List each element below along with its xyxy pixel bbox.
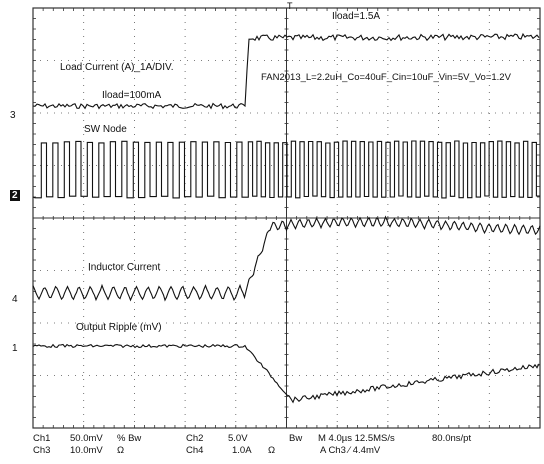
ch3-level-marker: 3 — [10, 110, 16, 121]
inductor-current-label: Inductor Current — [88, 262, 161, 273]
ch1-coupling: % Bw — [117, 433, 142, 444]
ch4-name: Ch4 — [186, 445, 204, 456]
trigger-position-marker: T — [287, 1, 293, 11]
record-resolution: 80.0ns/pt — [432, 433, 472, 444]
ch2-level-marker: 2 — [10, 190, 20, 201]
output-ripple-label: Output Ripple (mV) — [76, 322, 162, 333]
inductor-current-trace — [32, 215, 541, 302]
ch1-scale: 50.0mV — [70, 433, 103, 444]
load-current-trace — [32, 32, 540, 110]
graticule — [32, 7, 541, 429]
iload-low-label: Iload=100mA — [102, 90, 162, 101]
output-ripple-trace — [32, 343, 540, 404]
test-conditions-label: FAN2013_L=2.2uH_Co=40uF_Cin=10uF_Vin=5V_… — [261, 72, 511, 83]
iload-high-label: Iload=1.5A — [332, 11, 381, 22]
sw-node-trace — [32, 140, 540, 199]
ch3-name: Ch3 — [33, 445, 51, 456]
sw-node-label: SW Node — [84, 124, 127, 135]
ch1-level-marker: 1 — [12, 343, 18, 354]
trigger-readout: A Ch3 ∕ 4.4mV — [320, 445, 381, 456]
bandwidth-limit: Bw — [289, 433, 303, 444]
ch3-impedance: Ω — [117, 445, 125, 456]
ch4-level-marker: 4 — [12, 294, 18, 305]
ch4-scale: 1.0A — [232, 445, 252, 456]
ch2-scale: 5.0V — [228, 433, 248, 444]
ch4-impedance: Ω — [268, 445, 276, 456]
traces — [32, 32, 541, 404]
load-current-label: Load Current (A)_1A/DIV. — [60, 62, 174, 73]
ch2-name: Ch2 — [186, 433, 204, 444]
ch3-scale: 10.0mV — [70, 445, 103, 456]
timebase-readout: M 4.0µs 12.5MS/s — [318, 433, 395, 444]
ch1-name: Ch1 — [33, 433, 51, 444]
